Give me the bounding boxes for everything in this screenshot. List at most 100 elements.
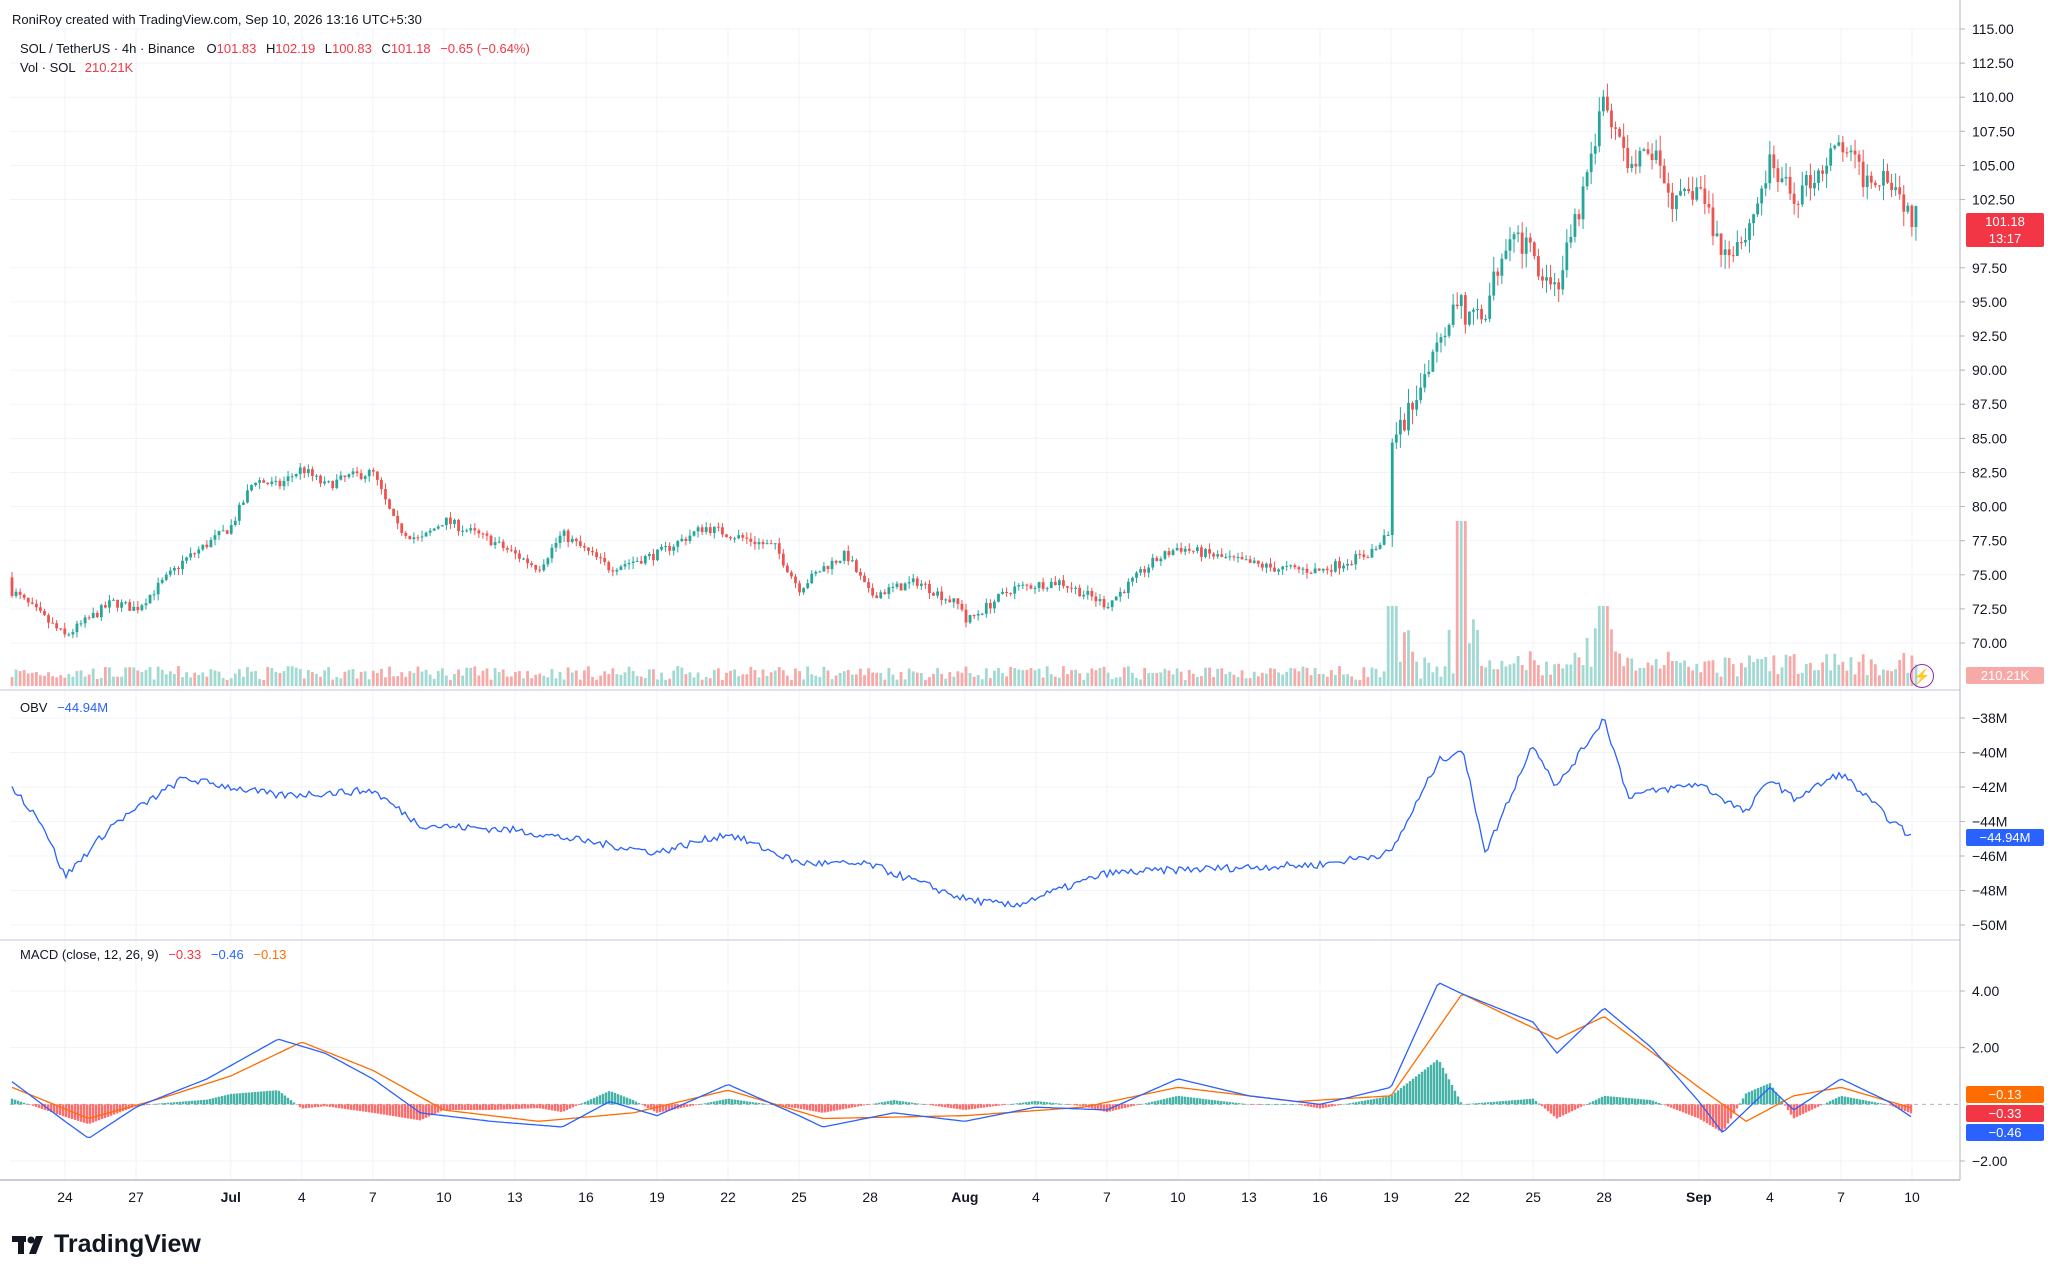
macd-histogram-bar [508, 1104, 512, 1110]
macd-histogram-bar [916, 1103, 920, 1105]
volume-bar [1476, 629, 1479, 686]
macd-histogram-bar [1114, 1104, 1118, 1111]
macd-histogram-bar [1702, 1104, 1706, 1122]
volume-bar [814, 675, 818, 686]
macd-histogram-bar [46, 1104, 50, 1111]
volume-bar [1597, 606, 1601, 686]
macd-histogram-bar [1831, 1099, 1835, 1105]
macd-histogram-bar [934, 1104, 938, 1106]
candle-body [1439, 337, 1443, 343]
volume-bar [700, 679, 704, 686]
macd-histogram-bar [1606, 1096, 1610, 1105]
macd-histogram-bar [1819, 1104, 1823, 1106]
volume-bar [1752, 661, 1755, 686]
candle-body [850, 560, 854, 562]
volume-bar [1407, 630, 1410, 686]
obv-label[interactable]: OBV [20, 700, 48, 715]
macd-histogram-bar [1537, 1103, 1541, 1105]
macd-histogram-bar [487, 1104, 491, 1110]
volume-bar [1098, 667, 1102, 686]
candle-body [1618, 128, 1621, 137]
macd-histogram-bar [1762, 1085, 1766, 1105]
candle-body [1906, 205, 1910, 212]
macd-histogram-bar [499, 1104, 503, 1110]
obv-marker: −44.94M [1966, 829, 2044, 846]
macd-histogram-bar [637, 1103, 641, 1105]
macd-histogram-bar [556, 1104, 560, 1112]
ohlc-open: 101.83 [216, 41, 257, 56]
volume-bar [1545, 661, 1548, 686]
candle-body [1277, 569, 1280, 572]
macd-histogram-bar [1294, 1104, 1298, 1105]
volume-bar [302, 678, 306, 686]
volume-bar [875, 672, 879, 686]
candle-body [1463, 295, 1467, 325]
macd-histogram-bar [1594, 1099, 1598, 1105]
candle-body [473, 528, 477, 531]
macd-histogram-bar [313, 1104, 317, 1108]
volume-label[interactable]: Vol · SOL [20, 60, 76, 75]
candle-body [1114, 596, 1118, 601]
volume-bar [1082, 679, 1086, 686]
volume-bar [1873, 664, 1877, 686]
candle-body [664, 546, 667, 548]
candle-body [1370, 549, 1374, 558]
tradingview-logo[interactable]: TradingView [12, 1230, 201, 1259]
volume-bar [615, 674, 619, 686]
volume-bar [108, 667, 111, 686]
macd-histogram-bar [85, 1104, 89, 1124]
candle-body [1346, 564, 1349, 566]
macd-histogram-bar [1267, 1104, 1271, 1105]
volume-bar [1772, 655, 1776, 686]
macd-histogram-bar [1132, 1104, 1136, 1106]
candle-body [635, 560, 639, 562]
volume-bar [1496, 669, 1500, 686]
candle-body [725, 534, 728, 538]
candle-body [140, 605, 144, 611]
macd-histogram-bar [610, 1091, 614, 1105]
macd-label[interactable]: MACD (close, 12, 26, 9) [20, 947, 159, 962]
macd-histogram-bar [673, 1104, 677, 1110]
macd-histogram-bar [193, 1100, 197, 1105]
candle-body [1857, 154, 1861, 162]
candle-body [907, 582, 911, 584]
macd-histogram-bar [1522, 1099, 1526, 1105]
candle-body [842, 550, 846, 561]
chart-credit: RoniRoy created with TradingView.com, Se… [12, 12, 422, 27]
candle-body [656, 549, 659, 561]
volume-bar [509, 676, 513, 686]
candle-body [237, 504, 241, 521]
volume-bar [1898, 659, 1902, 686]
macd-histogram-bar [868, 1104, 872, 1105]
volume-bar [10, 677, 14, 686]
macd-histogram-bar [1174, 1096, 1178, 1105]
volume-bar [1374, 668, 1378, 686]
volume-bar [696, 672, 700, 686]
candle-body [980, 613, 984, 615]
macd-histogram-bar [1219, 1100, 1223, 1105]
candle-body [213, 535, 217, 540]
symbol-label[interactable]: SOL / TetherUS · 4h · Binance [20, 41, 195, 56]
macd-histogram-bar [394, 1104, 398, 1117]
macd-histogram-bar [1813, 1104, 1817, 1109]
time-tick-label: 19 [1383, 1189, 1399, 1205]
macd-histogram-bar [268, 1090, 272, 1105]
candle-body [367, 469, 371, 477]
volume-bar [112, 676, 115, 686]
candle-body [558, 535, 562, 543]
macd-histogram-bar [379, 1104, 383, 1115]
macd-histogram-bar [1897, 1104, 1901, 1109]
lightning-icon[interactable]: ⚡ [1910, 664, 1934, 688]
candle-body [1224, 556, 1228, 558]
volume-bar [1825, 654, 1829, 686]
candle-body [1236, 556, 1240, 558]
volume-bar [530, 678, 534, 686]
candle-body [1078, 587, 1082, 597]
volume-bar [1679, 662, 1682, 686]
candle-body [810, 573, 814, 584]
macd-histogram-bar [52, 1104, 56, 1114]
candle-body [867, 582, 870, 589]
macd-histogram-bar [421, 1104, 425, 1120]
candle-body [1228, 556, 1232, 558]
